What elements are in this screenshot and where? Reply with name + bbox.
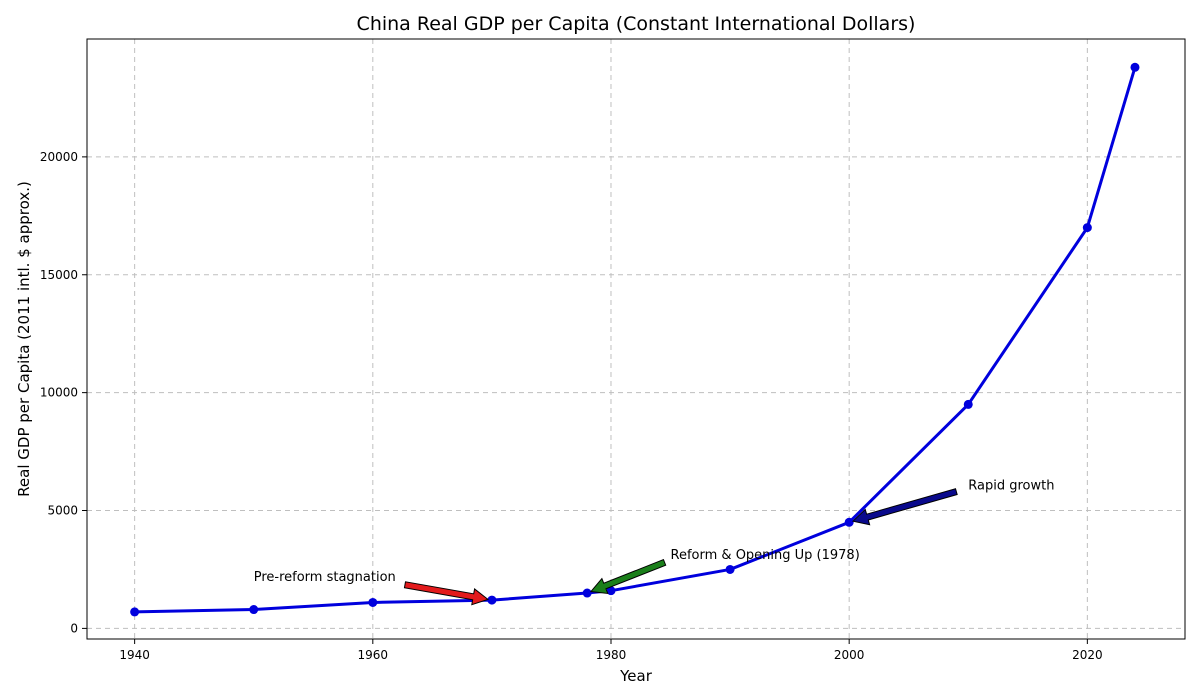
data-point [1082,223,1092,233]
x-tick-label: 1980 [596,648,627,662]
series-line [134,66,1137,614]
gridlines [87,39,1185,639]
annotation-arrow [403,581,490,606]
chart-title: China Real GDP per Capita (Constant Inte… [357,13,916,35]
data-point [606,586,616,596]
y-tick-label: 10000 [40,386,78,400]
data-point [130,607,140,617]
data-point [487,595,497,605]
data-point [844,517,854,527]
x-axis-label: Year [619,667,653,685]
annotations: Pre-reform stagnation Reform & Opening Up… [254,478,1054,606]
data-point [1130,62,1140,72]
annotation-arrow [589,558,667,595]
x-tick-label: 1940 [119,648,150,662]
x-ticks: 1940 1960 1980 2000 2020 [119,639,1103,662]
y-tick-label: 20000 [40,150,78,164]
data-point [963,399,973,409]
x-tick-label: 2020 [1072,648,1103,662]
data-point [725,564,735,574]
annotation-label: Pre-reform stagnation [254,570,396,585]
plot-area-frame [86,38,1186,640]
annotation-label: Rapid growth [968,478,1054,493]
y-tick-label: 15000 [40,268,78,282]
y-axis-label: Real GDP per Capita (2011 intl. $ approx… [15,181,33,497]
y-tick-label: 5000 [47,504,78,518]
series-layer [130,62,1140,617]
x-tick-label: 2000 [834,648,865,662]
data-point [368,597,378,607]
y-tick-label: 0 [70,621,78,635]
data-point [249,605,259,615]
annotation-label: Reform & Opening Up (1978) [671,548,860,563]
x-tick-label: 1960 [358,648,389,662]
y-ticks: 0 5000 10000 15000 20000 [40,150,87,635]
annotation-arrow [851,488,958,526]
data-point [582,588,592,598]
